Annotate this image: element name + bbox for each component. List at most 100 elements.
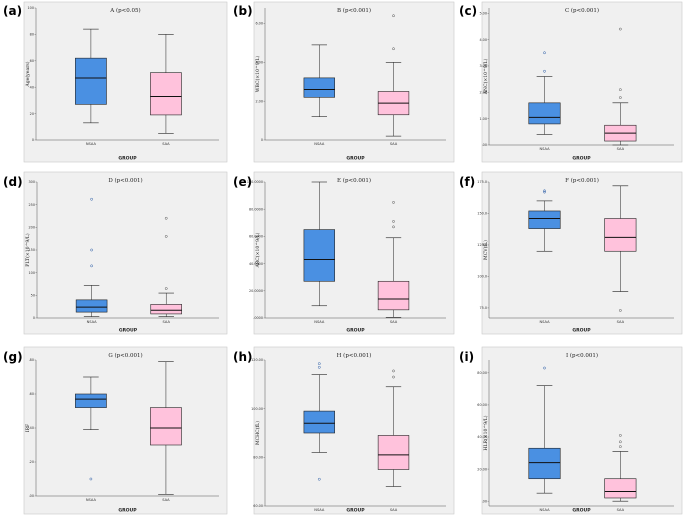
outlier-point [543,190,546,194]
category-label: NSAA [539,147,550,151]
category-label: SAA [162,142,170,146]
y-tick-label: 4.00 [479,38,487,42]
outlier-point [90,248,93,252]
outlier-point [90,197,93,201]
panel-background [253,346,455,515]
y-tick-label: .00 [482,499,487,503]
y-tick-label: .40 [29,426,34,430]
box-iqr [75,299,108,313]
y-tick-label: 200 [29,226,35,230]
y-tick-label: 100 [28,6,34,10]
y-tick-label: 250 [29,203,35,207]
panel-title: F (p<0.001) [565,177,599,184]
box-nsaa: NSAA [75,197,108,324]
panel-h: (h) H (p<0.001) 60.00 80.00 100.00 120.00 MCHC… [233,346,455,515]
y-axis-label: PLT(×10^9/L) [24,233,31,267]
outlier-point [164,287,168,290]
panel-background [481,346,683,515]
box-saa: SAA [150,216,182,324]
panel-letter: (f) [459,175,475,189]
box-nsaa: NSAA [303,44,335,146]
category-label: NSAA [86,142,97,146]
panel-title: E (p<0.001) [337,177,371,184]
outlier-point [317,477,321,481]
y-tick-label: .00 [482,143,487,147]
box-iqr [75,393,107,408]
panel-f: (f) F (p<0.001) 75.0 100.0 125.0 150.0 175.0 MC… [459,171,683,335]
y-tick-label: 150.0 [477,212,487,216]
box-nsaa: NSAA [528,189,561,324]
outlier-point [543,366,546,370]
box-saa: SAA [604,27,637,151]
outlier-point [392,220,395,223]
outlier-point [619,88,622,92]
y-tick-label: 60.0000 [249,235,263,239]
y-tick-label: 100.0000 [247,180,263,184]
outlier-point [619,309,622,312]
panel-title: H (p<0.001) [337,352,372,359]
x-axis-label: GROUP [346,328,365,334]
y-tick-label: 125.0 [477,243,487,247]
panel-letter: (a) [3,4,22,18]
category-label: SAA [617,320,625,324]
box-iqr [377,280,410,311]
box-saa: SAA [604,434,637,512]
y-tick-label: 20.00 [477,467,487,471]
outlier-point [619,440,622,444]
outlier-point [619,434,622,437]
panel-background [23,346,228,515]
y-tick-label: 60.00 [477,403,487,407]
box-iqr [303,77,335,98]
y-tick-label: 4.00 [255,61,263,65]
outlier-point [317,365,321,369]
panel-letter: (e) [233,175,252,189]
y-axis-label: IRF [25,424,31,432]
box-nsaa: NSAA [75,376,107,502]
y-tick-label: 40.00 [477,435,487,439]
y-axis-label: WBC(×10^9/L) [254,56,261,93]
category-label: NSAA [314,320,325,324]
panel-background [23,171,228,335]
box-iqr [150,407,182,446]
panel-letter: (i) [459,350,474,364]
outlier-point [619,96,622,99]
y-tick-label: 60 [30,59,34,63]
y-axis-label: Age(years) [24,61,31,87]
panel-background [253,1,455,163]
y-tick-label: 3.00 [479,64,487,68]
box-saa: SAA [150,34,182,146]
category-label: NSAA [314,508,325,512]
panel-title: B (p<0.001) [337,7,371,14]
y-tick-label: .60 [29,392,34,396]
y-tick-label: 80 [30,33,34,37]
y-axis-label: MCHC(fL) [254,421,261,445]
y-tick-label: 0 [32,138,34,142]
y-tick-label: 80.0000 [249,207,263,211]
box-iqr [303,229,335,282]
box-iqr [528,210,561,229]
box-saa: SAA [150,361,182,502]
panel-a: (a) A (p<0.05) 0 20 40 60 80 100 Age(years) GROUP… [3,1,228,163]
outlier-point [89,477,93,481]
panel-title: C (p<0.001) [565,7,599,14]
category-label: SAA [390,142,398,146]
box-saa: SAA [377,201,410,324]
outlier-point [392,375,395,379]
panel-background [23,1,228,163]
y-tick-label: 50 [31,294,35,298]
y-tick-label: 40 [30,85,34,89]
y-tick-label: 80.00 [477,371,487,375]
x-axis-label: GROUP [346,156,365,162]
outlier-point [543,189,546,193]
panel-background [481,1,683,163]
outlier-point [619,445,622,448]
box-nsaa: NSAA [303,181,335,324]
box-iqr [528,447,561,480]
x-axis-label: GROUP [119,328,138,334]
y-tick-label: .20 [29,460,34,464]
panel-title: A (p<0.05) [109,7,140,14]
category-label: NSAA [87,320,98,324]
y-tick-label: 100 [29,271,35,275]
outlier-point [543,69,546,73]
